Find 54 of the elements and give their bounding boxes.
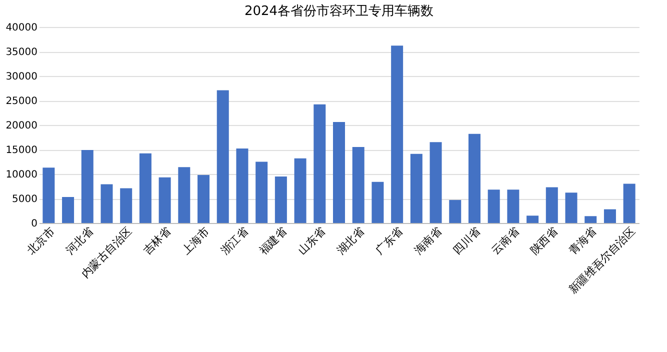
bar	[62, 197, 74, 223]
x-tick-label: 湖北省	[334, 224, 367, 258]
bar	[565, 192, 578, 223]
bar	[178, 167, 190, 223]
bar	[216, 90, 229, 223]
bar	[274, 176, 287, 223]
y-tick-label: 5000	[12, 194, 38, 205]
bar	[410, 154, 422, 223]
bar	[488, 190, 500, 223]
x-tick-label: 云南省	[489, 224, 522, 258]
bar	[81, 150, 94, 223]
x-tick-label: 陕西省	[528, 224, 560, 258]
y-tick-label: 20000	[6, 120, 38, 132]
y-tick-label: 35000	[6, 47, 38, 58]
bar	[604, 209, 616, 223]
bar	[352, 147, 364, 223]
bar	[139, 153, 152, 223]
y-tick-label: 30000	[6, 72, 38, 82]
bar	[158, 177, 171, 223]
x-tick-label: 四川省	[450, 224, 483, 258]
bar	[584, 216, 597, 223]
bar	[546, 187, 558, 223]
bar	[314, 104, 326, 223]
bar	[333, 122, 345, 223]
x-tick-label: 河北省	[63, 224, 96, 258]
bar	[294, 158, 306, 223]
x-tick-label: 广东省	[373, 224, 406, 258]
y-tick-label: 0	[31, 218, 38, 230]
y-tick-label: 15000	[6, 145, 38, 156]
y-tick-label: 40000	[6, 22, 38, 34]
x-tick-label: 山东省	[296, 224, 328, 258]
bar	[100, 184, 113, 223]
bar	[623, 184, 636, 223]
bar	[256, 162, 268, 223]
x-tick-label: 青海省	[566, 224, 600, 258]
bar	[42, 168, 55, 223]
x-tick-label: 浙江省	[218, 224, 251, 258]
bar	[198, 174, 210, 223]
x-tick-label: 上海市	[179, 224, 212, 258]
bar	[391, 46, 404, 223]
bar	[526, 216, 539, 223]
y-tick-label: 25000	[6, 96, 38, 107]
bar	[236, 148, 248, 223]
bar	[507, 190, 520, 223]
x-tick-label: 吉林省	[140, 224, 174, 258]
chart-title: 2024各省份市容环卫专用车辆数	[244, 3, 434, 19]
x-tick-label: 福建省	[256, 224, 290, 258]
x-tick-label: 海南省	[412, 224, 444, 258]
bar	[372, 182, 384, 223]
bar	[449, 200, 462, 223]
bar	[120, 188, 132, 223]
bar	[468, 134, 480, 223]
y-tick-label: 10000	[6, 170, 38, 180]
bar	[430, 142, 442, 223]
